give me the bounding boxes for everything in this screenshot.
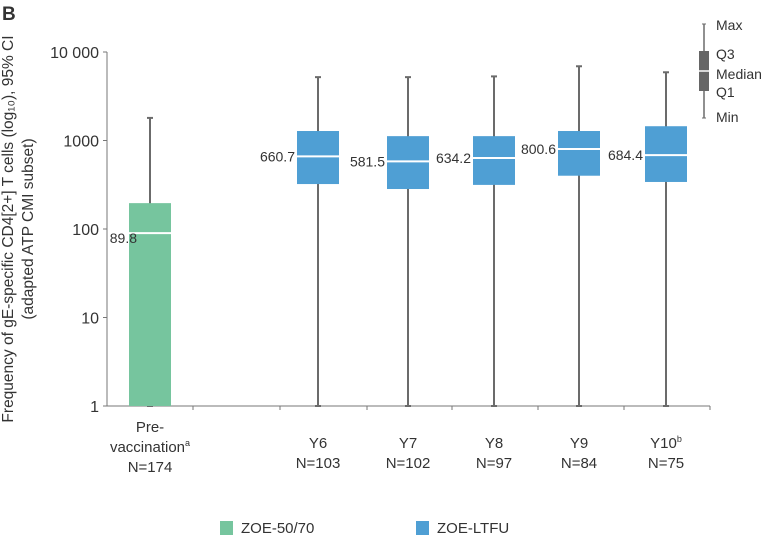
key-label-q1: Q1: [716, 84, 735, 100]
x-category-label: N=102: [386, 455, 431, 472]
x-category-label: N=84: [561, 455, 597, 472]
median-label: 581.5: [350, 153, 385, 169]
y-tick-label: 10 000: [50, 45, 99, 62]
box-zoe-50-70: [129, 203, 171, 406]
x-category-label: Y6: [309, 435, 327, 452]
y-axis-label: Frequency of gE-specific CD4[2+] T cells…: [0, 35, 17, 422]
x-category-label-text: Y10: [650, 435, 677, 452]
footnote-marker: b: [677, 434, 682, 444]
x-category-label: N=174: [128, 459, 173, 476]
footnote-marker: a: [185, 438, 190, 448]
key-label-max: Max: [716, 17, 742, 33]
x-category-label: N=103: [296, 455, 341, 472]
median-label: 800.6: [521, 141, 556, 157]
panel-label: B: [2, 4, 16, 25]
x-category-label: Y8: [485, 435, 503, 452]
y-tick-label: 10: [81, 311, 99, 328]
x-category-label: Y7: [399, 435, 417, 452]
legend-swatch: [220, 521, 233, 535]
legend-label: ZOE-50/70: [241, 520, 314, 537]
median-label: 684.4: [608, 147, 643, 163]
x-category-label: N=75: [648, 455, 684, 472]
median-label: 89.8: [110, 230, 137, 246]
key-label-min: Min: [716, 109, 739, 125]
median-label: 660.7: [260, 148, 295, 164]
legend-label: ZOE-LTFU: [437, 520, 509, 537]
box-zoe-ltfu: [387, 136, 429, 190]
legend-swatch: [416, 521, 429, 535]
x-category-label-text: vaccination: [110, 439, 185, 456]
key-label-median: Median: [716, 66, 762, 82]
y-axis-title: Frequency of gE-specific CD4[2+] T cells…: [0, 35, 37, 422]
x-category-label: N=97: [476, 455, 512, 472]
y-tick-label: 1: [90, 399, 99, 416]
median-label: 634.2: [436, 150, 471, 166]
x-category-label: Y10b: [650, 434, 682, 452]
x-category-label: Pre-: [136, 419, 164, 436]
y-tick-label: 1000: [63, 134, 99, 151]
y-axis-label: (adapted ATP CMI subset): [20, 138, 37, 319]
box-zoe-ltfu: [297, 131, 339, 185]
box-zoe-ltfu: [558, 131, 600, 176]
x-category-label: Y9: [570, 435, 588, 452]
key-label-q3: Q3: [716, 46, 735, 62]
box-zoe-ltfu: [473, 136, 515, 185]
x-category-label: vaccinationa: [110, 438, 190, 456]
y-tick-label: 100: [72, 222, 99, 239]
